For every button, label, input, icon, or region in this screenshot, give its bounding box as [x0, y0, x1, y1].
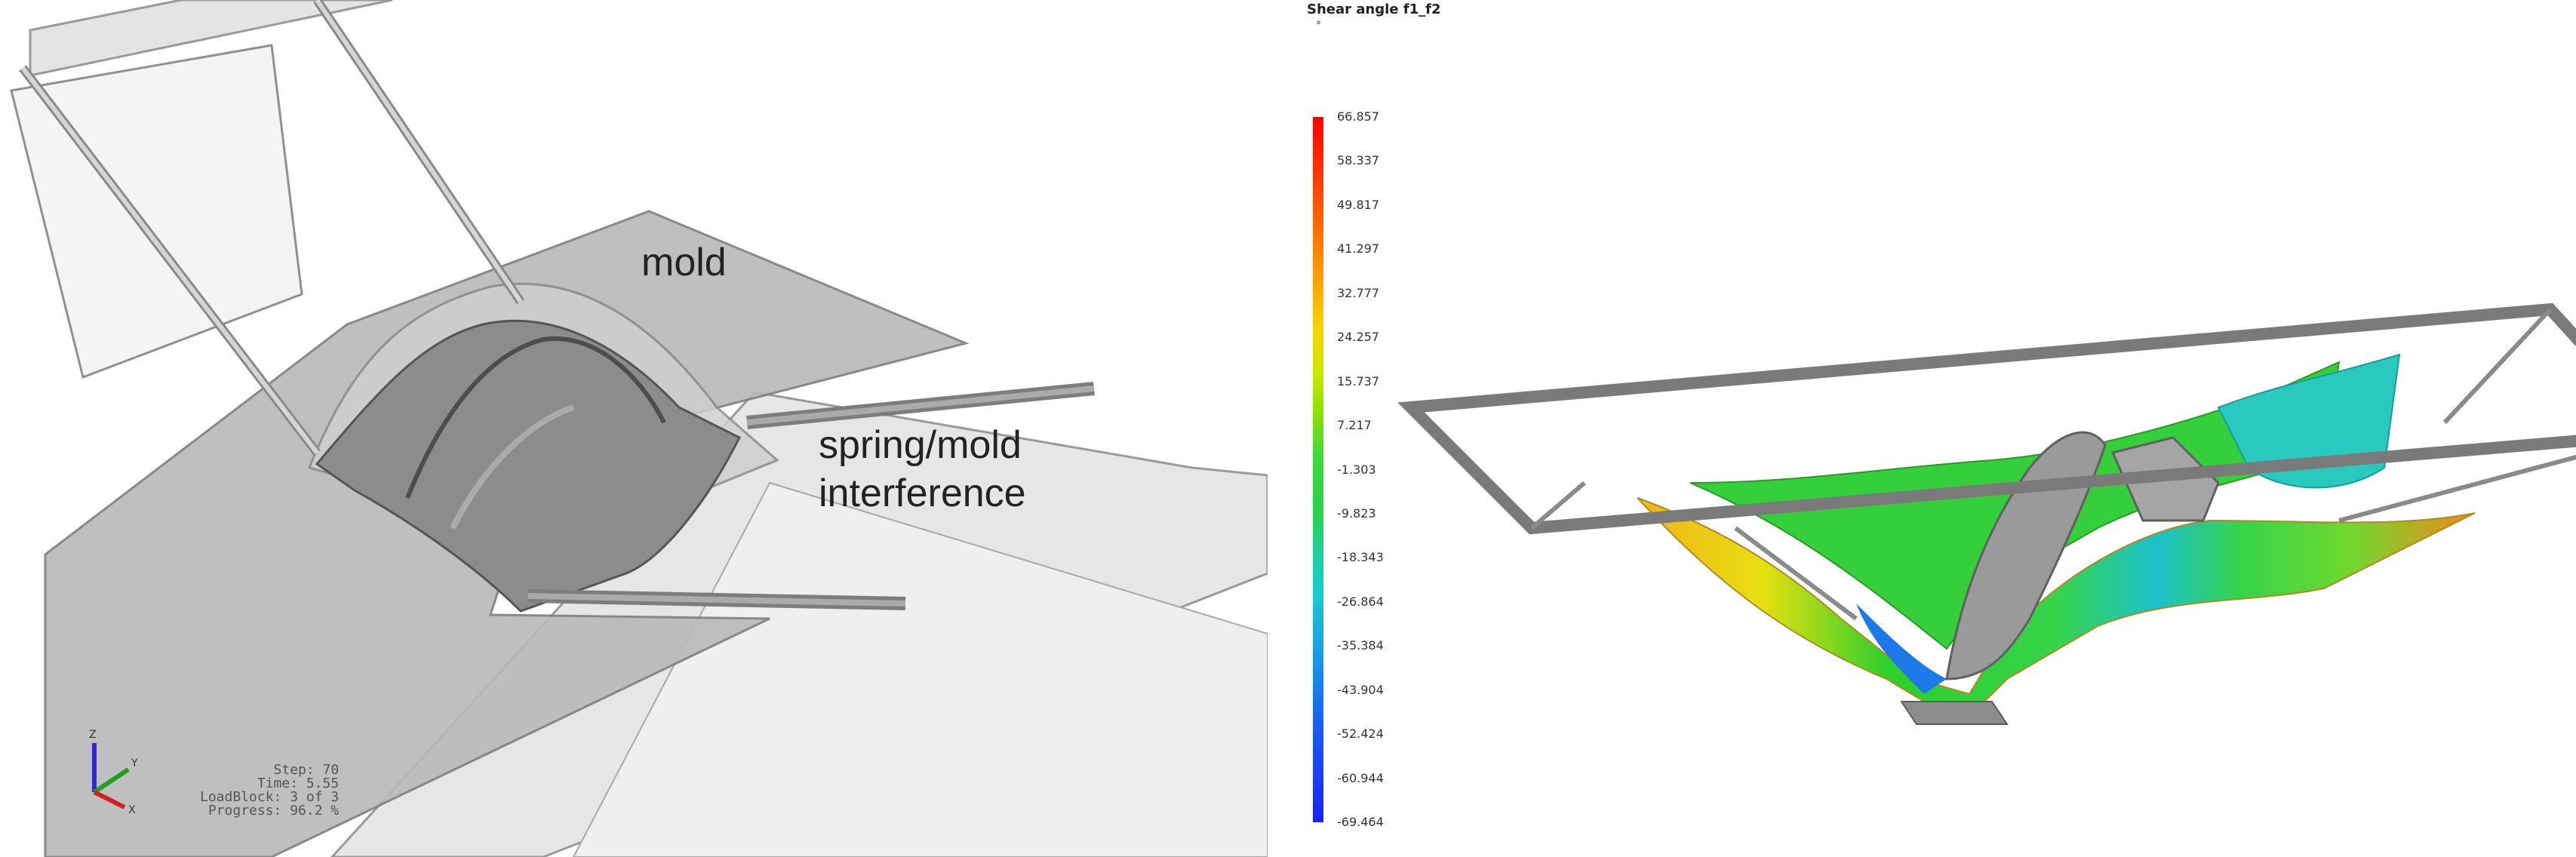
formed-part-ridge: [405, 336, 666, 499]
contour-scene: [1397, 303, 2576, 726]
triad-z-label: Z: [89, 729, 97, 741]
status-loadblock: LoadBlock: 3 of 3: [200, 789, 340, 805]
triad-x-label: X: [128, 804, 136, 816]
legend-tick-label: -43.904: [1337, 682, 1384, 697]
legend-colorbar: [1313, 117, 1323, 822]
legend-tick-label: -35.384: [1337, 638, 1384, 653]
legend-tick-label: -69.464: [1337, 815, 1384, 829]
mold-base: [1900, 701, 2009, 725]
legend-tick-label: 66.857: [1337, 109, 1379, 124]
frame-connector-right: [2338, 454, 2576, 523]
shear-angle-view[interactable]: Shear angle f1_f2 ° 66.857 58.337 49.817 41…: [1268, 0, 2576, 857]
legend-tick-label: 24.257: [1337, 330, 1379, 345]
solver-status: Step: 70 Time: 5.55 LoadBlock: 3 of 3 Pr…: [200, 763, 339, 818]
axis-triad-icon: Z Y X: [89, 729, 138, 816]
legend-tick-label: -26.864: [1337, 594, 1384, 609]
legend-tick-label: -1.303: [1337, 462, 1376, 477]
top-tool-plate: [29, 0, 393, 77]
mold-label: mold: [641, 241, 727, 284]
legend-tick-label: -52.424: [1337, 726, 1384, 742]
formed-part: [315, 319, 742, 613]
legend-tick-label: 7.217: [1337, 418, 1372, 433]
interference-label-line1: spring/mold: [819, 423, 1022, 467]
status-time: Time: 5.55: [257, 776, 340, 791]
legend-tick-label: 32.777: [1337, 285, 1379, 300]
forming-simulation-view[interactable]: Z Y X mold spring/mold interference Step…: [0, 0, 1268, 857]
legend-tick-label: 58.337: [1337, 153, 1379, 168]
legend-tick-label: 15.737: [1337, 373, 1379, 389]
interference-label-line2: interference: [819, 472, 1026, 515]
legend-tick-label: -18.343: [1337, 550, 1384, 565]
legend-ticks: 66.857 58.337 49.817 41.297 32.777 24.257 15.7…: [1337, 109, 1435, 830]
holder-plate: [10, 44, 303, 379]
triad-y-label: Y: [131, 757, 138, 769]
fabric-blue-region: [1856, 604, 1947, 694]
spring-frame: [1397, 303, 2576, 535]
status-step: Step: 70: [273, 762, 340, 778]
frame-connector-center: [1734, 526, 1858, 621]
fabric-contour: [1637, 497, 2476, 726]
legend-tick-label: 49.817: [1337, 197, 1379, 212]
lower-tool-face: [572, 481, 1268, 857]
legend-tick-label: -60.944: [1337, 770, 1384, 785]
status-progress: Progress: 96.2 %: [207, 803, 340, 819]
formed-part-shape: [1945, 431, 2107, 680]
legend-tick-label: 41.297: [1337, 241, 1379, 256]
legend-unit: °: [1316, 20, 1321, 32]
frame-connector-top-right: [2442, 307, 2553, 425]
mold-scene: Z Y X: [10, 0, 1268, 857]
legend-title: Shear angle f1_f2: [1307, 2, 1441, 17]
frame-connector-left: [1530, 481, 1586, 530]
formed-part-highlight: [450, 404, 575, 530]
legend-tick-label: -9.823: [1337, 505, 1376, 521]
